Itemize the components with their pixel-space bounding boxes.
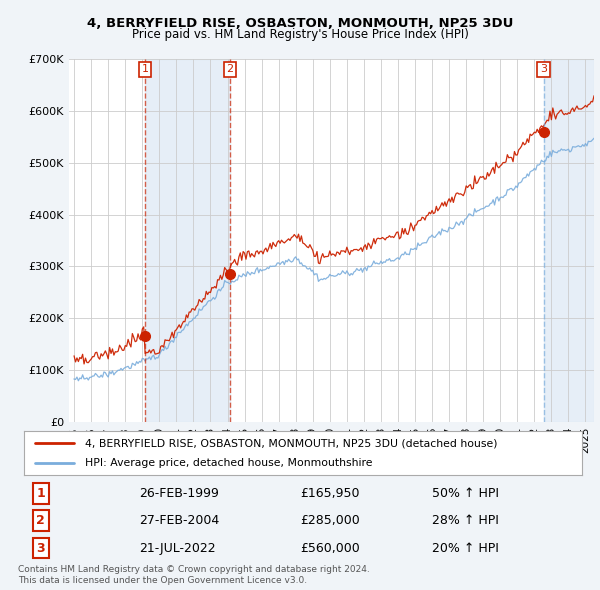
Text: 28% ↑ HPI: 28% ↑ HPI: [433, 514, 499, 527]
Text: Contains HM Land Registry data © Crown copyright and database right 2024.: Contains HM Land Registry data © Crown c…: [18, 565, 370, 574]
Bar: [544, 59, 594, 422]
Text: HPI: Average price, detached house, Monmouthshire: HPI: Average price, detached house, Monm…: [85, 458, 373, 467]
Text: This data is licensed under the Open Government Licence v3.0.: This data is licensed under the Open Gov…: [18, 576, 307, 585]
Text: 26-FEB-1999: 26-FEB-1999: [139, 487, 218, 500]
Text: 21-JUL-2022: 21-JUL-2022: [139, 542, 215, 555]
Text: 4, BERRYFIELD RISE, OSBASTON, MONMOUTH, NP25 3DU: 4, BERRYFIELD RISE, OSBASTON, MONMOUTH, …: [87, 17, 513, 30]
Text: 2: 2: [37, 514, 45, 527]
Text: 2: 2: [227, 64, 233, 74]
Text: 1: 1: [142, 64, 148, 74]
Text: 50% ↑ HPI: 50% ↑ HPI: [433, 487, 499, 500]
Text: 27-FEB-2004: 27-FEB-2004: [139, 514, 219, 527]
Text: £285,000: £285,000: [300, 514, 360, 527]
Bar: [145, 59, 230, 422]
Text: 1: 1: [37, 487, 45, 500]
Text: 3: 3: [540, 64, 547, 74]
Text: £560,000: £560,000: [300, 542, 360, 555]
Text: 4, BERRYFIELD RISE, OSBASTON, MONMOUTH, NP25 3DU (detached house): 4, BERRYFIELD RISE, OSBASTON, MONMOUTH, …: [85, 438, 498, 448]
Text: Price paid vs. HM Land Registry's House Price Index (HPI): Price paid vs. HM Land Registry's House …: [131, 28, 469, 41]
Text: 20% ↑ HPI: 20% ↑ HPI: [433, 542, 499, 555]
Text: 3: 3: [37, 542, 45, 555]
Text: £165,950: £165,950: [300, 487, 359, 500]
